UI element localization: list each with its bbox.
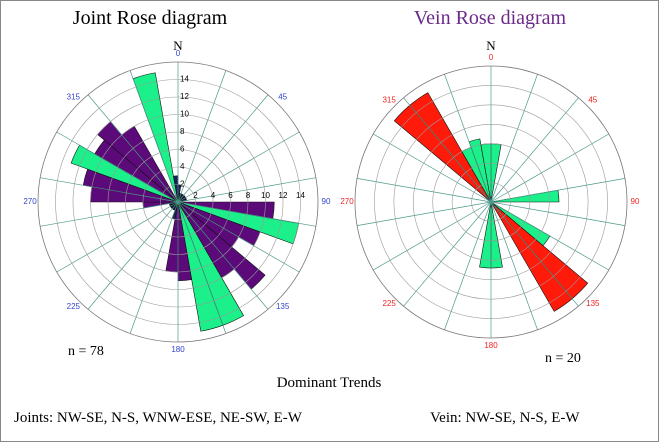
ring [412, 123, 570, 281]
angle-label: 135 [586, 299, 600, 308]
spoke [490, 97, 579, 203]
angle-label: 135 [276, 302, 290, 311]
angle-label: 270 [23, 197, 37, 206]
r-tick-label: 6 [180, 145, 185, 154]
chart-title: Vein Rose diagram [414, 7, 567, 29]
spoke [490, 201, 579, 307]
trends-heading: Dominant Trends [277, 375, 382, 391]
angle-label: 315 [67, 92, 81, 101]
spoke [373, 133, 492, 203]
ring [393, 104, 589, 300]
joints-trends: Joints: NW-SE, N-S, WNW-ESE, NE-SW, E-W [14, 410, 303, 426]
angle-label: 0 [489, 53, 494, 62]
chart-title: Joint Rose diagram [73, 7, 228, 29]
angle-label: 315 [382, 95, 396, 104]
r-tick-label: 2 [193, 191, 198, 200]
spoke [403, 97, 492, 203]
r-tick-label: 4 [180, 162, 185, 171]
r-tick-label: 6 [228, 191, 233, 200]
ring [471, 182, 511, 222]
ring [142, 166, 214, 238]
r-tick-label: 8 [180, 127, 185, 136]
r-tick-label: 10 [180, 110, 189, 119]
r-tick-label: 14 [180, 75, 189, 84]
spoke [490, 201, 538, 330]
angle-label: 45 [278, 92, 287, 101]
r-tick-label: 4 [211, 191, 216, 200]
outer-ring [354, 65, 628, 339]
spoke [490, 133, 609, 203]
spoke [490, 178, 625, 203]
count-label: n = 78 [68, 344, 104, 359]
north-label: N [486, 38, 496, 53]
ring [374, 85, 608, 319]
ring [72, 96, 284, 308]
ring [55, 79, 301, 325]
spoke [444, 201, 492, 330]
angle-label: 180 [484, 341, 498, 350]
spoke [357, 201, 492, 226]
r-tick-label: 8 [246, 191, 251, 200]
ring [107, 131, 249, 273]
r-tick-label: 10 [261, 191, 270, 200]
r-tick-label: 12 [279, 191, 288, 200]
r-tick-label: 12 [180, 92, 189, 101]
angle-label: 90 [631, 197, 640, 206]
ring [451, 162, 531, 242]
angle-label: 225 [67, 302, 81, 311]
spoke [373, 201, 492, 271]
spoke [403, 201, 492, 307]
ring [90, 114, 266, 290]
r-tick-label: 14 [296, 191, 305, 200]
angle-label: 180 [171, 345, 185, 354]
angle-label: 90 [322, 197, 331, 206]
r-tick-label: 2 [180, 180, 185, 189]
ring [432, 143, 550, 261]
spoke [490, 201, 609, 271]
outer-ring [37, 61, 319, 343]
spoke [490, 74, 538, 203]
spoke [444, 74, 492, 203]
vein-trends: Vein: NW-SE, N-S, E-W [430, 410, 580, 426]
count-label: n = 20 [545, 351, 581, 366]
ring [160, 184, 196, 220]
angle-label: 0 [176, 49, 181, 58]
angle-label: 270 [340, 197, 354, 206]
spoke [490, 201, 625, 226]
north-label: N [173, 38, 183, 53]
ring [125, 149, 231, 255]
spoke [357, 178, 492, 203]
angle-label: 45 [588, 95, 597, 104]
angle-label: 225 [382, 299, 396, 308]
